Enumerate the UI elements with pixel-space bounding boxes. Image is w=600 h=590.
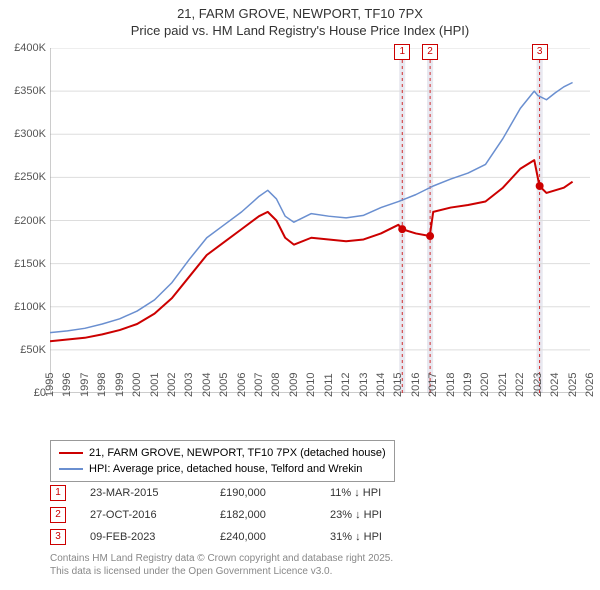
x-tick-label: 2018	[445, 373, 457, 397]
x-tick-label: 2013	[358, 373, 370, 397]
x-tick-label: 2000	[131, 373, 143, 397]
sales-date: 09-FEB-2023	[90, 531, 220, 543]
x-tick-label: 2004	[201, 373, 213, 397]
title-address: 21, FARM GROVE, NEWPORT, TF10 7PX	[10, 6, 590, 21]
x-tick-label: 2007	[253, 373, 265, 397]
sales-row: 1 23-MAR-2015£190,00011% ↓ HPI	[50, 482, 440, 504]
y-tick-label: £400K	[14, 42, 46, 54]
x-tick-label: 2006	[236, 373, 248, 397]
sale-marker-1: 1	[394, 44, 410, 60]
attribution: Contains HM Land Registry data © Crown c…	[50, 552, 393, 578]
legend-swatch	[59, 452, 83, 454]
y-tick-label: £200K	[14, 215, 46, 227]
title-block: 21, FARM GROVE, NEWPORT, TF10 7PX Price …	[0, 0, 600, 40]
x-tick-label: 2001	[149, 373, 161, 397]
chart-area: £0£50K£100K£150K£200K£250K£300K£350K£400…	[50, 48, 590, 393]
sales-marker: 1	[50, 485, 66, 501]
x-tick-label: 2019	[462, 373, 474, 397]
sales-marker: 3	[50, 529, 66, 545]
sales-price: £182,000	[220, 509, 330, 521]
x-tick-label: 2012	[340, 373, 352, 397]
x-tick-label: 2025	[567, 373, 579, 397]
sales-row: 2 27-OCT-2016£182,00023% ↓ HPI	[50, 504, 440, 526]
y-tick-label: £150K	[14, 258, 46, 270]
x-tick-label: 2008	[270, 373, 282, 397]
sales-table: 1 23-MAR-2015£190,00011% ↓ HPI 2 27-OCT-201…	[50, 482, 440, 548]
chart-svg	[50, 48, 590, 393]
x-tick-label: 2011	[323, 373, 335, 397]
x-tick-label: 2002	[166, 373, 178, 397]
x-tick-label: 2015	[392, 373, 404, 397]
legend-row: 21, FARM GROVE, NEWPORT, TF10 7PX (detac…	[59, 445, 386, 461]
x-tick-label: 2014	[375, 373, 387, 397]
legend-label: HPI: Average price, detached house, Telf…	[89, 461, 362, 477]
sales-diff: 11% ↓ HPI	[330, 487, 440, 499]
x-tick-label: 2003	[183, 373, 195, 397]
sale-marker-2: 2	[422, 44, 438, 60]
sales-marker: 2	[50, 507, 66, 523]
y-tick-label: £100K	[14, 301, 46, 313]
sales-price: £240,000	[220, 531, 330, 543]
y-tick-label: £50K	[20, 344, 46, 356]
chart-container: 21, FARM GROVE, NEWPORT, TF10 7PX Price …	[0, 0, 600, 590]
x-tick-label: 1999	[114, 373, 126, 397]
sales-price: £190,000	[220, 487, 330, 499]
attribution-line1: Contains HM Land Registry data © Crown c…	[50, 552, 393, 565]
legend-row: HPI: Average price, detached house, Telf…	[59, 461, 386, 477]
legend-swatch	[59, 468, 83, 470]
legend: 21, FARM GROVE, NEWPORT, TF10 7PX (detac…	[50, 440, 395, 482]
legend-label: 21, FARM GROVE, NEWPORT, TF10 7PX (detac…	[89, 445, 386, 461]
x-tick-label: 2021	[497, 373, 509, 397]
attribution-line2: This data is licensed under the Open Gov…	[50, 565, 393, 578]
x-tick-label: 2020	[479, 373, 491, 397]
x-tick-label: 1996	[61, 373, 73, 397]
x-tick-label: 1998	[96, 373, 108, 397]
x-tick-label: 2016	[410, 373, 422, 397]
sales-date: 27-OCT-2016	[90, 509, 220, 521]
x-tick-label: 2009	[288, 373, 300, 397]
x-tick-label: 1997	[79, 373, 91, 397]
sales-diff: 31% ↓ HPI	[330, 531, 440, 543]
x-tick-label: 2017	[427, 373, 439, 397]
sale-marker-3: 3	[532, 44, 548, 60]
x-tick-label: 2022	[514, 373, 526, 397]
sales-date: 23-MAR-2015	[90, 487, 220, 499]
sales-row: 3 09-FEB-2023£240,00031% ↓ HPI	[50, 526, 440, 548]
y-tick-label: £250K	[14, 171, 46, 183]
x-tick-label: 2010	[305, 373, 317, 397]
x-tick-label: 2026	[584, 373, 596, 397]
y-tick-label: £300K	[14, 128, 46, 140]
title-subtitle: Price paid vs. HM Land Registry's House …	[10, 23, 590, 38]
x-tick-label: 2005	[218, 373, 230, 397]
y-tick-label: £350K	[14, 85, 46, 97]
x-tick-label: 1995	[44, 373, 56, 397]
sales-diff: 23% ↓ HPI	[330, 509, 440, 521]
x-tick-label: 2023	[532, 373, 544, 397]
x-tick-label: 2024	[549, 373, 561, 397]
